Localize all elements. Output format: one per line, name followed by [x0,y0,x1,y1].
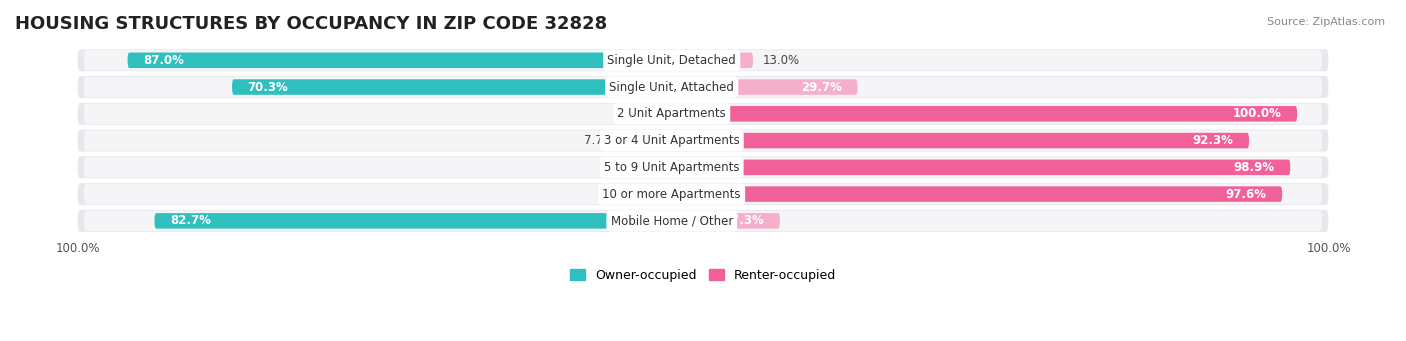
FancyBboxPatch shape [128,53,672,68]
FancyBboxPatch shape [232,79,672,95]
FancyBboxPatch shape [77,130,1329,151]
FancyBboxPatch shape [665,160,672,175]
Text: 100.0%: 100.0% [1233,107,1281,120]
Text: 2 Unit Apartments: 2 Unit Apartments [617,107,725,120]
Text: 13.0%: 13.0% [762,54,800,67]
FancyBboxPatch shape [77,76,1329,98]
Text: Mobile Home / Other: Mobile Home / Other [610,214,733,227]
FancyBboxPatch shape [657,186,672,202]
FancyBboxPatch shape [77,157,1329,178]
FancyBboxPatch shape [77,103,1329,125]
FancyBboxPatch shape [77,49,1329,71]
Text: Single Unit, Detached: Single Unit, Detached [607,54,737,67]
FancyBboxPatch shape [84,130,1322,151]
FancyBboxPatch shape [672,186,1282,202]
Text: 1.1%: 1.1% [626,161,655,174]
FancyBboxPatch shape [84,184,1322,204]
FancyBboxPatch shape [84,50,1322,71]
Text: 98.9%: 98.9% [1233,161,1275,174]
FancyBboxPatch shape [84,77,1322,97]
Text: 0.0%: 0.0% [633,107,662,120]
FancyBboxPatch shape [672,106,1298,122]
FancyBboxPatch shape [672,79,858,95]
Text: 2.4%: 2.4% [617,188,647,201]
Text: Single Unit, Attached: Single Unit, Attached [609,80,734,93]
FancyBboxPatch shape [77,210,1329,232]
Text: 82.7%: 82.7% [170,214,211,227]
Text: 7.7%: 7.7% [585,134,614,147]
Text: HOUSING STRUCTURES BY OCCUPANCY IN ZIP CODE 32828: HOUSING STRUCTURES BY OCCUPANCY IN ZIP C… [15,15,607,33]
Text: 5 to 9 Unit Apartments: 5 to 9 Unit Apartments [605,161,740,174]
Text: 97.6%: 97.6% [1226,188,1267,201]
FancyBboxPatch shape [84,104,1322,124]
Legend: Owner-occupied, Renter-occupied: Owner-occupied, Renter-occupied [565,264,841,287]
FancyBboxPatch shape [672,53,754,68]
Text: 87.0%: 87.0% [143,54,184,67]
FancyBboxPatch shape [155,213,672,228]
Text: 10 or more Apartments: 10 or more Apartments [603,188,741,201]
FancyBboxPatch shape [672,160,1291,175]
Text: 29.7%: 29.7% [801,80,842,93]
FancyBboxPatch shape [77,183,1329,205]
Text: 3 or 4 Unit Apartments: 3 or 4 Unit Apartments [603,134,740,147]
FancyBboxPatch shape [624,133,672,148]
FancyBboxPatch shape [84,157,1322,178]
Text: Source: ZipAtlas.com: Source: ZipAtlas.com [1267,17,1385,27]
Text: 17.3%: 17.3% [724,214,765,227]
Text: 70.3%: 70.3% [247,80,288,93]
FancyBboxPatch shape [672,213,780,228]
FancyBboxPatch shape [84,211,1322,231]
FancyBboxPatch shape [672,133,1249,148]
Text: 92.3%: 92.3% [1192,134,1233,147]
